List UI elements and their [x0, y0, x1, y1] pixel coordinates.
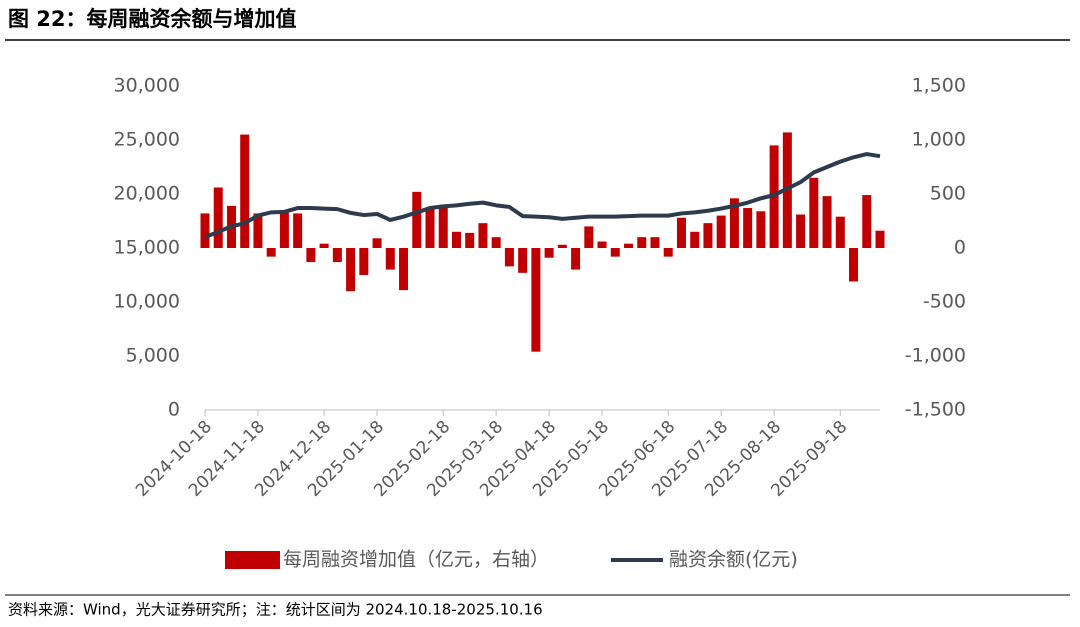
bar [385, 248, 395, 270]
bar [862, 195, 872, 248]
bar [399, 248, 409, 291]
bar [610, 248, 620, 257]
y2-tick-label: 1,000 [912, 129, 966, 151]
bar [518, 248, 528, 273]
y-tick-label: 15,000 [114, 237, 180, 259]
bar [624, 243, 634, 248]
bar [544, 248, 554, 258]
legend-label: 每周融资增加值（亿元，右轴） [283, 549, 549, 571]
bar [557, 244, 567, 248]
bar [253, 213, 263, 248]
bar [359, 248, 369, 275]
bar [266, 248, 276, 257]
line [204, 152, 881, 240]
y2-tick-label: -1,000 [905, 345, 966, 367]
bar [597, 241, 607, 248]
bar [478, 223, 488, 248]
bar [451, 231, 461, 248]
bar [650, 237, 660, 248]
bar [213, 187, 223, 248]
bar [425, 209, 435, 248]
bar [875, 230, 885, 248]
bar [584, 226, 594, 248]
y-tick-label: 25,000 [114, 129, 180, 151]
legend-swatch [225, 551, 280, 569]
bar [716, 215, 726, 248]
bar [849, 248, 859, 282]
y2-tick-label: -500 [923, 291, 966, 313]
y2-tick-label: 0 [954, 237, 966, 259]
bar [200, 213, 210, 248]
bar [332, 248, 342, 263]
bar [835, 216, 845, 248]
bar [412, 191, 422, 248]
bar [293, 213, 303, 248]
bar [822, 196, 832, 248]
bar [690, 231, 700, 248]
bar [346, 248, 356, 292]
bar [531, 248, 541, 352]
bar [729, 198, 739, 248]
y-tick-label: 5,000 [126, 345, 180, 367]
title: 图 22：每周融资余额与增加值 [8, 7, 297, 31]
bar [571, 248, 581, 270]
bar [491, 237, 501, 248]
bar [504, 248, 514, 267]
bar [372, 238, 382, 248]
bar [438, 208, 448, 248]
y-tick-label: 10,000 [114, 291, 180, 313]
y2-tick-label: -1,500 [905, 399, 966, 421]
bar [756, 211, 766, 248]
bar [319, 243, 329, 248]
legend-label: 融资余额(亿元) [669, 549, 798, 571]
y2-tick-label: 500 [930, 183, 966, 205]
bar [743, 208, 753, 248]
bar [465, 232, 475, 248]
y-tick-label: 0 [168, 399, 180, 421]
source-note: 资料来源：Wind，光大证券研究所；注：统计区间为 2024.10.18-202… [8, 601, 543, 619]
bar [306, 248, 316, 263]
y-tick-label: 20,000 [114, 183, 180, 205]
bar [663, 248, 673, 257]
bar [240, 134, 250, 248]
y2-tick-label: 1,500 [912, 75, 966, 97]
bar [796, 214, 806, 248]
bar [637, 237, 647, 248]
bar [676, 217, 686, 248]
bar [703, 223, 713, 248]
bar [809, 177, 819, 248]
bar [279, 212, 289, 248]
y-tick-label: 30,000 [114, 75, 180, 97]
